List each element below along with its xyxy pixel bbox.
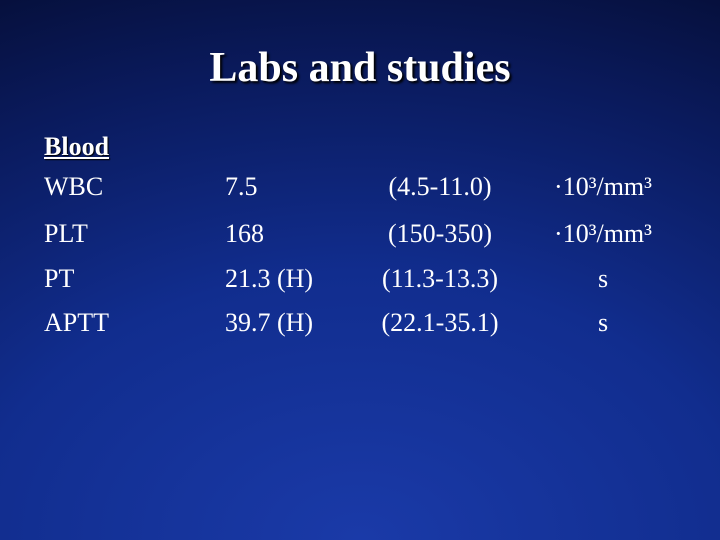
reference-range: (22.1-35.1) — [381, 308, 499, 337]
unit: ·10³/mm³ — [554, 219, 652, 248]
section-heading: Blood — [44, 132, 110, 161]
slide-title: Labs and studies — [209, 45, 511, 91]
test-value: 39.7 (H) — [225, 308, 314, 337]
unit: s — [597, 308, 609, 337]
reference-range: (4.5-11.0) — [388, 172, 492, 201]
reference-range: (150-350) — [388, 219, 492, 248]
test-name: APTT — [44, 308, 109, 337]
unit: ·10³/mm³ — [554, 172, 652, 201]
test-name: PLT — [44, 219, 88, 248]
test-name: WBC — [44, 172, 104, 201]
test-value: 168 — [225, 219, 264, 248]
test-value: 21.3 (H) — [225, 264, 314, 293]
reference-range: (11.3-13.3) — [381, 264, 498, 293]
test-name: PT — [44, 264, 75, 293]
test-value: 7.5 — [225, 172, 258, 201]
unit: s — [597, 264, 609, 293]
